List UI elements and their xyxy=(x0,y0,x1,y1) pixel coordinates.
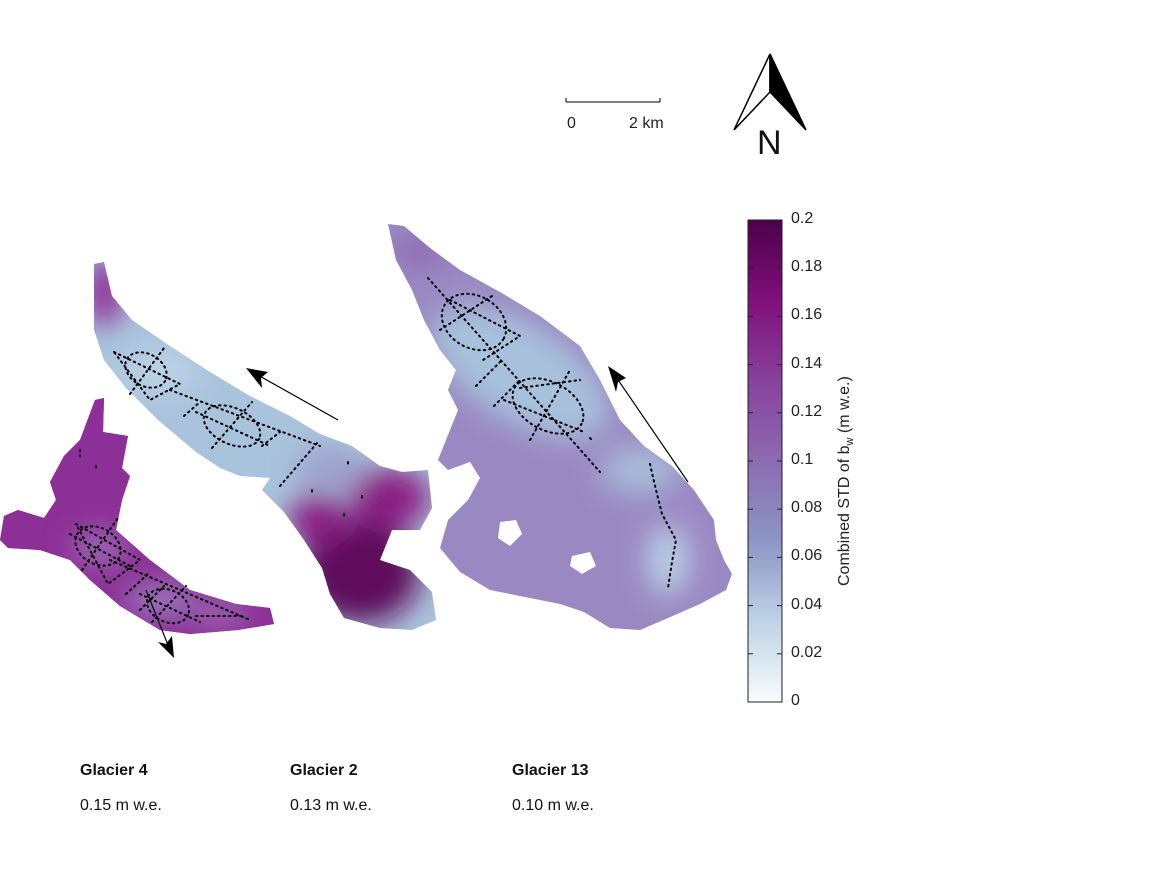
scale-end-label: 2 km xyxy=(629,115,664,132)
colorbar-tick-label: 0.02 xyxy=(791,643,823,661)
glacier-13-survey-tracks xyxy=(427,277,678,589)
scale-start-label: 0 xyxy=(567,115,576,132)
glacier-2-survey-tracks xyxy=(113,347,363,517)
colorbar-tick-label: 0 xyxy=(791,692,800,709)
colorbar-tick-label: 0.2 xyxy=(791,210,814,227)
colorbar-tick-label: 0.08 xyxy=(791,499,823,517)
north-arrow-icon xyxy=(733,53,807,131)
colorbar-tick-label: 0.14 xyxy=(791,354,823,372)
colorbar-tick-label: 0.06 xyxy=(791,547,823,565)
glacier-4-value: 0.15 m w.e. xyxy=(80,797,162,814)
glacier-2-name: Glacier 2 xyxy=(290,762,358,779)
colorbar-tick-label: 0.18 xyxy=(791,258,823,276)
glacier-2-value: 0.13 m w.e. xyxy=(290,797,372,814)
flow-arrow-glacier-2 xyxy=(246,368,339,421)
glacier-13-value: 0.10 m w.e. xyxy=(512,797,594,814)
colorbar-tick-label: 0.1 xyxy=(791,451,814,468)
colorbar-tick-label: 0.12 xyxy=(791,402,823,420)
glacier-4-name: Glacier 4 xyxy=(80,762,148,779)
colorbar-tick-marks xyxy=(748,219,782,703)
flow-arrow-glacier-13 xyxy=(608,366,689,483)
colorbar-tick-label: 0.04 xyxy=(791,595,823,613)
colorbar-tick-label: 0.16 xyxy=(791,306,823,324)
colorbar xyxy=(747,219,783,703)
scale-bar xyxy=(565,98,661,103)
glacier-13-name: Glacier 13 xyxy=(512,762,589,779)
flow-arrow-glacier-4 xyxy=(145,589,174,658)
colorbar-title: Combined STD of bw (m w.e.) xyxy=(836,376,857,586)
north-label: N xyxy=(757,124,782,162)
